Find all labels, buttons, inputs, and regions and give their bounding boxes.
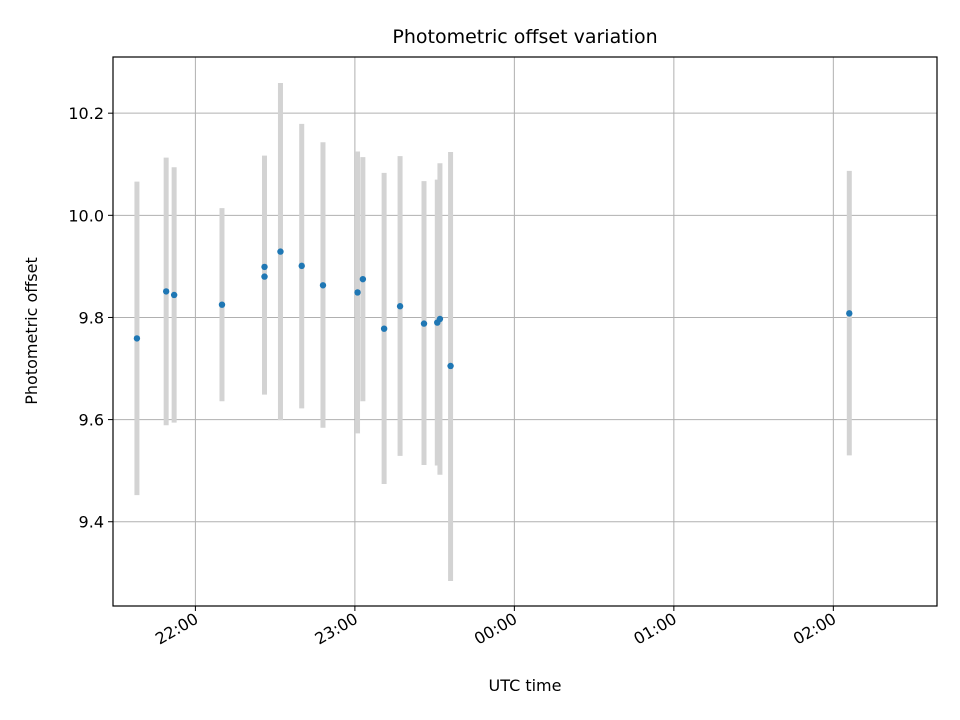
grid [113, 57, 937, 606]
data-point [170, 291, 178, 299]
data-point [298, 262, 305, 270]
data-point [396, 303, 404, 310]
data-point [354, 289, 361, 296]
y-axis-label: Photometric offset [22, 257, 41, 405]
data-point [261, 273, 268, 280]
data-point [162, 288, 170, 295]
chart-title: Photometric offset variation [392, 26, 657, 48]
plot-frame [112, 56, 938, 607]
data-point [436, 315, 444, 323]
data-point [420, 320, 428, 327]
y-tick-label: 9.4 [79, 513, 104, 532]
x-axis-label: UTC time [489, 676, 562, 695]
data-point [447, 362, 454, 370]
y-axis-ticks: 9.4 9.6 9.8 10.0 10.2 [68, 104, 113, 532]
data-point [319, 282, 327, 289]
data-point [277, 248, 284, 255]
y-tick-label: 9.6 [79, 411, 104, 430]
y-tick-label: 9.8 [79, 308, 104, 327]
y-tick-label: 10.0 [68, 206, 104, 225]
data-point [261, 263, 268, 271]
data-point [359, 275, 367, 283]
data-points [133, 248, 853, 370]
data-point [218, 301, 226, 308]
data-point [380, 325, 388, 332]
data-point [133, 335, 141, 342]
y-tick-label: 10.2 [68, 104, 104, 123]
data-point [846, 310, 853, 317]
